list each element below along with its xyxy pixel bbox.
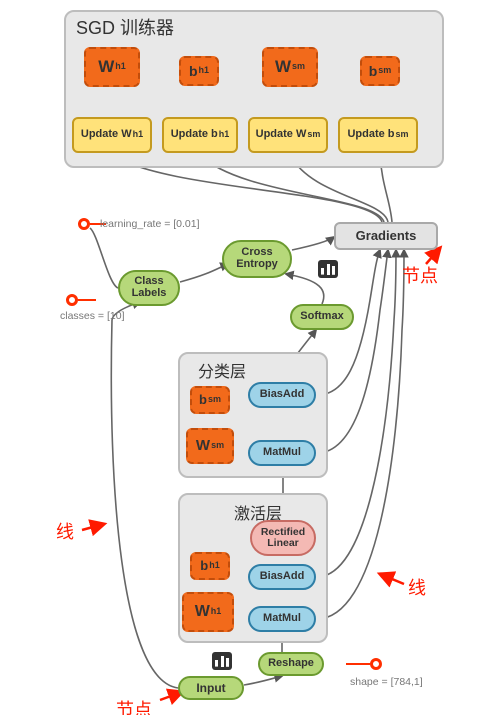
panel-title-sgd: SGD 训练器 — [76, 14, 174, 40]
node-label: Update W — [256, 129, 307, 141]
annotation-arrow — [380, 574, 404, 584]
port-label: shape = [784,1] — [350, 676, 423, 688]
summary-icon — [212, 652, 232, 670]
node-label: Rectified Linear — [256, 527, 310, 549]
node-bh1_top: bh1 — [179, 56, 219, 86]
node-label: BiasAdd — [260, 571, 305, 583]
node-class_lbl: Class Labels — [118, 270, 180, 306]
node-upd_bsm: Update bsm — [338, 117, 418, 153]
node-label: Reshape — [268, 658, 314, 670]
node-bh1_mid: bh1 — [190, 552, 230, 580]
annotation-label: 线 — [408, 574, 426, 600]
node-cross_ent: Cross Entropy — [222, 240, 292, 278]
node-sub: h1 — [209, 561, 220, 570]
node-label: MatMul — [263, 447, 301, 459]
port-line — [346, 663, 370, 665]
panel-title-cls: 分类层 — [198, 358, 246, 382]
node-label: Cross Entropy — [228, 247, 286, 270]
node-biasadd_c: BiasAdd — [248, 382, 316, 408]
node-label: W — [275, 58, 291, 76]
node-sub: sm — [208, 395, 221, 404]
port-label: learning_rate = [0.01] — [100, 218, 200, 230]
node-sub: h1 — [211, 607, 222, 616]
node-bsm_mid: bsm — [190, 386, 230, 414]
annotation-arrow — [82, 524, 104, 530]
annotation-label: 线 — [56, 518, 74, 544]
port-label: classes = [10] — [60, 310, 125, 322]
annotation-label: 节点 — [116, 696, 152, 715]
node-reshape: Reshape — [258, 652, 324, 676]
node-input: Input — [178, 676, 244, 700]
edge — [180, 264, 228, 282]
port-line — [78, 299, 96, 301]
edge — [244, 676, 282, 685]
node-Wsm_top: Wsm — [262, 47, 318, 87]
node-label: Input — [196, 682, 225, 695]
node-bsm_top: bsm — [360, 56, 400, 86]
node-relu: Rectified Linear — [250, 520, 316, 556]
node-sub: sm — [378, 66, 391, 75]
node-sub: sm — [307, 130, 320, 139]
node-sub: h1 — [199, 66, 210, 75]
node-label: b — [200, 559, 208, 573]
port-dot — [370, 658, 382, 670]
node-label: W — [195, 604, 210, 621]
node-label: BiasAdd — [260, 389, 305, 401]
summary-icon — [318, 260, 338, 278]
node-softmax: Softmax — [290, 304, 354, 330]
node-sub: sm — [396, 130, 409, 139]
edge — [292, 237, 334, 250]
node-matmul_a: MatMul — [248, 606, 316, 632]
node-label: b — [189, 64, 198, 79]
node-sub: h1 — [133, 130, 144, 139]
edge — [316, 250, 396, 577]
node-Wh1_mid: Wh1 — [182, 592, 234, 632]
node-label: W — [196, 438, 210, 454]
node-sub: h1 — [115, 62, 126, 71]
node-Wsm_mid: Wsm — [186, 428, 234, 464]
node-biasadd_a: BiasAdd — [248, 564, 316, 590]
port-dot — [66, 294, 78, 306]
node-label: W — [98, 58, 114, 76]
node-label: Class Labels — [124, 276, 174, 299]
edge — [286, 274, 324, 304]
node-label: MatMul — [263, 613, 301, 625]
node-sub: sm — [211, 441, 224, 450]
node-label: Update b — [171, 129, 218, 141]
node-label: Update b — [347, 129, 394, 141]
node-Wh1_top: Wh1 — [84, 47, 140, 87]
node-label: Gradients — [356, 229, 417, 243]
edge — [111, 302, 178, 688]
annotation-label: 节点 — [402, 262, 438, 288]
node-sub: h1 — [219, 130, 230, 139]
node-upd_bh1: Update bh1 — [162, 117, 238, 153]
edge — [90, 228, 118, 288]
node-gradients: Gradients — [334, 222, 438, 250]
node-sub: sm — [292, 62, 305, 71]
node-label: Softmax — [300, 311, 343, 323]
node-upd_Wsm: Update Wsm — [248, 117, 328, 153]
node-label: b — [199, 393, 207, 407]
node-label: b — [369, 64, 378, 79]
node-label: Update W — [81, 129, 132, 141]
node-upd_Wh1: Update Wh1 — [72, 117, 152, 153]
port-dot — [78, 218, 90, 230]
node-matmul_c: MatMul — [248, 440, 316, 466]
